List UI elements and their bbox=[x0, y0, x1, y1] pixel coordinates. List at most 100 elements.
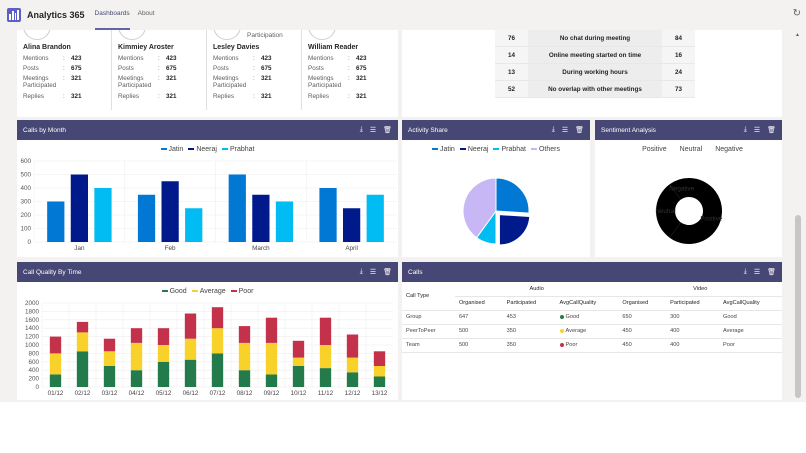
stat-value: 675 bbox=[261, 65, 272, 72]
bar-good bbox=[157, 361, 170, 387]
legend-item[interactable]: Positive bbox=[634, 146, 667, 153]
stat-value: 423 bbox=[71, 55, 82, 62]
legend-item[interactable]: Neeraj bbox=[188, 146, 217, 153]
stat-label: Mentions bbox=[308, 55, 334, 62]
legend-item[interactable]: Negative bbox=[707, 146, 743, 153]
bar-average bbox=[319, 345, 332, 369]
stat-posts: Posts:675 bbox=[308, 65, 367, 72]
legend-label: Prabhat bbox=[501, 146, 526, 153]
right-value: 24 bbox=[662, 64, 695, 80]
legend-item[interactable]: Good bbox=[161, 288, 187, 295]
calls-panel: Calls ⤓ ☰ 🗑 Call Type Audio Video Organised Pa… bbox=[402, 262, 782, 400]
stat-label: Meetings Participated bbox=[118, 75, 152, 89]
criteria-label: No overlap with other meetings bbox=[528, 81, 662, 97]
right-value: 84 bbox=[662, 30, 695, 46]
legend-item[interactable]: Jatin bbox=[160, 146, 183, 153]
avatar bbox=[308, 30, 336, 40]
table-row: 14 Online meeting started on time 16 bbox=[495, 47, 695, 64]
delete-icon[interactable]: 🗑 bbox=[575, 127, 584, 134]
bar-poor bbox=[373, 351, 386, 366]
stat-replies: Replies:321 bbox=[308, 93, 367, 100]
cell: 453 bbox=[502, 310, 556, 325]
stat-label: Mentions bbox=[23, 55, 49, 62]
x-tick-label: 08/12 bbox=[237, 390, 253, 397]
legend-swatch-icon bbox=[459, 148, 466, 151]
y-tick-label: 200 bbox=[28, 376, 39, 383]
col-group-video: Video bbox=[618, 282, 782, 297]
y-tick-label: 400 bbox=[28, 367, 39, 374]
delete-icon[interactable]: 🗑 bbox=[383, 127, 392, 134]
quality-label: Average bbox=[565, 328, 587, 334]
legend-item[interactable]: Average bbox=[191, 288, 226, 295]
stat-value: 321 bbox=[71, 75, 82, 82]
x-tick-label: 02/12 bbox=[75, 390, 91, 397]
bar-poor bbox=[265, 317, 278, 343]
delete-icon[interactable]: 🗑 bbox=[767, 269, 776, 276]
stat-value: 675 bbox=[356, 65, 367, 72]
download-icon[interactable]: ⤓ bbox=[359, 126, 363, 133]
left-value: 52 bbox=[495, 81, 528, 97]
download-icon[interactable]: ⤓ bbox=[743, 268, 747, 275]
x-tick-label: 10/12 bbox=[291, 390, 307, 397]
bar-poor bbox=[211, 307, 224, 329]
download-icon[interactable]: ⤓ bbox=[551, 126, 555, 133]
legend-item[interactable]: Jatin bbox=[432, 146, 455, 153]
filter-icon[interactable]: ☰ bbox=[561, 127, 569, 134]
legend-item[interactable]: Poor bbox=[230, 288, 253, 295]
cell: 450 bbox=[618, 338, 667, 353]
cell: Good bbox=[719, 310, 782, 325]
x-tick-label: 12/12 bbox=[345, 390, 361, 397]
legend-item[interactable]: Neutral bbox=[672, 146, 703, 153]
quality-label: Poor bbox=[565, 342, 578, 348]
bar-good bbox=[184, 359, 197, 387]
person-name: Kimmiey Aroster bbox=[118, 44, 174, 51]
calls-by-month-panel: Calls by Month ⤓ ☰ 🗑 Jatin Neeraj Prabhat 0 10… bbox=[17, 120, 398, 257]
cell: 450 bbox=[618, 324, 667, 339]
legend-item[interactable]: Prabhat bbox=[493, 146, 526, 153]
panel-title: Activity Share bbox=[408, 126, 448, 134]
person-name: Alina Brandon bbox=[23, 44, 71, 51]
legend-item[interactable]: Neeraj bbox=[459, 146, 488, 153]
scrollbar[interactable]: ▲ bbox=[792, 30, 804, 402]
cell: 647 bbox=[454, 310, 503, 325]
download-icon[interactable]: ⤓ bbox=[743, 126, 747, 133]
col-group-audio: Audio bbox=[454, 282, 619, 297]
stat-meetings: Meetings Participated:321 bbox=[23, 75, 82, 89]
legend-swatch-icon bbox=[672, 148, 678, 150]
tab-about[interactable]: About bbox=[137, 10, 155, 17]
download-icon[interactable]: ⤓ bbox=[359, 268, 363, 275]
chart-legend: Positive Neutral Negative bbox=[595, 146, 782, 153]
stat-label: Meetings Participated bbox=[308, 75, 342, 89]
cell: 650 bbox=[618, 310, 667, 325]
filter-icon[interactable]: ☰ bbox=[369, 127, 377, 134]
legend-swatch-icon bbox=[160, 148, 167, 151]
delete-icon[interactable]: 🗑 bbox=[767, 127, 776, 134]
x-tick-label: 11/12 bbox=[318, 390, 334, 397]
legend-swatch-icon bbox=[707, 148, 713, 150]
y-tick-label: 100 bbox=[20, 226, 31, 233]
legend-item[interactable]: Others bbox=[530, 146, 560, 153]
legend-label: Average bbox=[199, 288, 226, 295]
refresh-icon[interactable]: ↻ bbox=[792, 8, 801, 19]
quality-dot-icon bbox=[559, 328, 564, 333]
stat-label: Replies bbox=[118, 93, 139, 100]
slice-jatin bbox=[495, 177, 530, 214]
panel-header: Calls ⤓ ☰ 🗑 bbox=[402, 262, 782, 282]
legend-item[interactable]: Prabhat bbox=[221, 146, 254, 153]
scroll-up-icon[interactable]: ▲ bbox=[795, 32, 800, 38]
delete-icon[interactable]: 🗑 bbox=[383, 269, 392, 276]
filter-icon[interactable]: ☰ bbox=[753, 269, 761, 276]
bar-poor bbox=[184, 313, 197, 339]
bar-average bbox=[292, 357, 305, 366]
filter-icon[interactable]: ☰ bbox=[753, 127, 761, 134]
tab-dashboards[interactable]: Dashboards bbox=[94, 0, 130, 30]
person-card: William Reader Mentions:423 Posts:675 Meeti… bbox=[302, 30, 397, 110]
cell: 500 bbox=[454, 338, 503, 353]
stat-value: 321 bbox=[71, 93, 82, 100]
x-tick-label: 07/12 bbox=[210, 390, 226, 397]
filter-icon[interactable]: ☰ bbox=[369, 269, 377, 276]
y-tick-label: 1800 bbox=[25, 308, 40, 315]
scrollbar-thumb[interactable] bbox=[795, 215, 801, 398]
stat-value: 321 bbox=[261, 75, 272, 82]
criteria-label: No chat during meeting bbox=[528, 30, 662, 46]
